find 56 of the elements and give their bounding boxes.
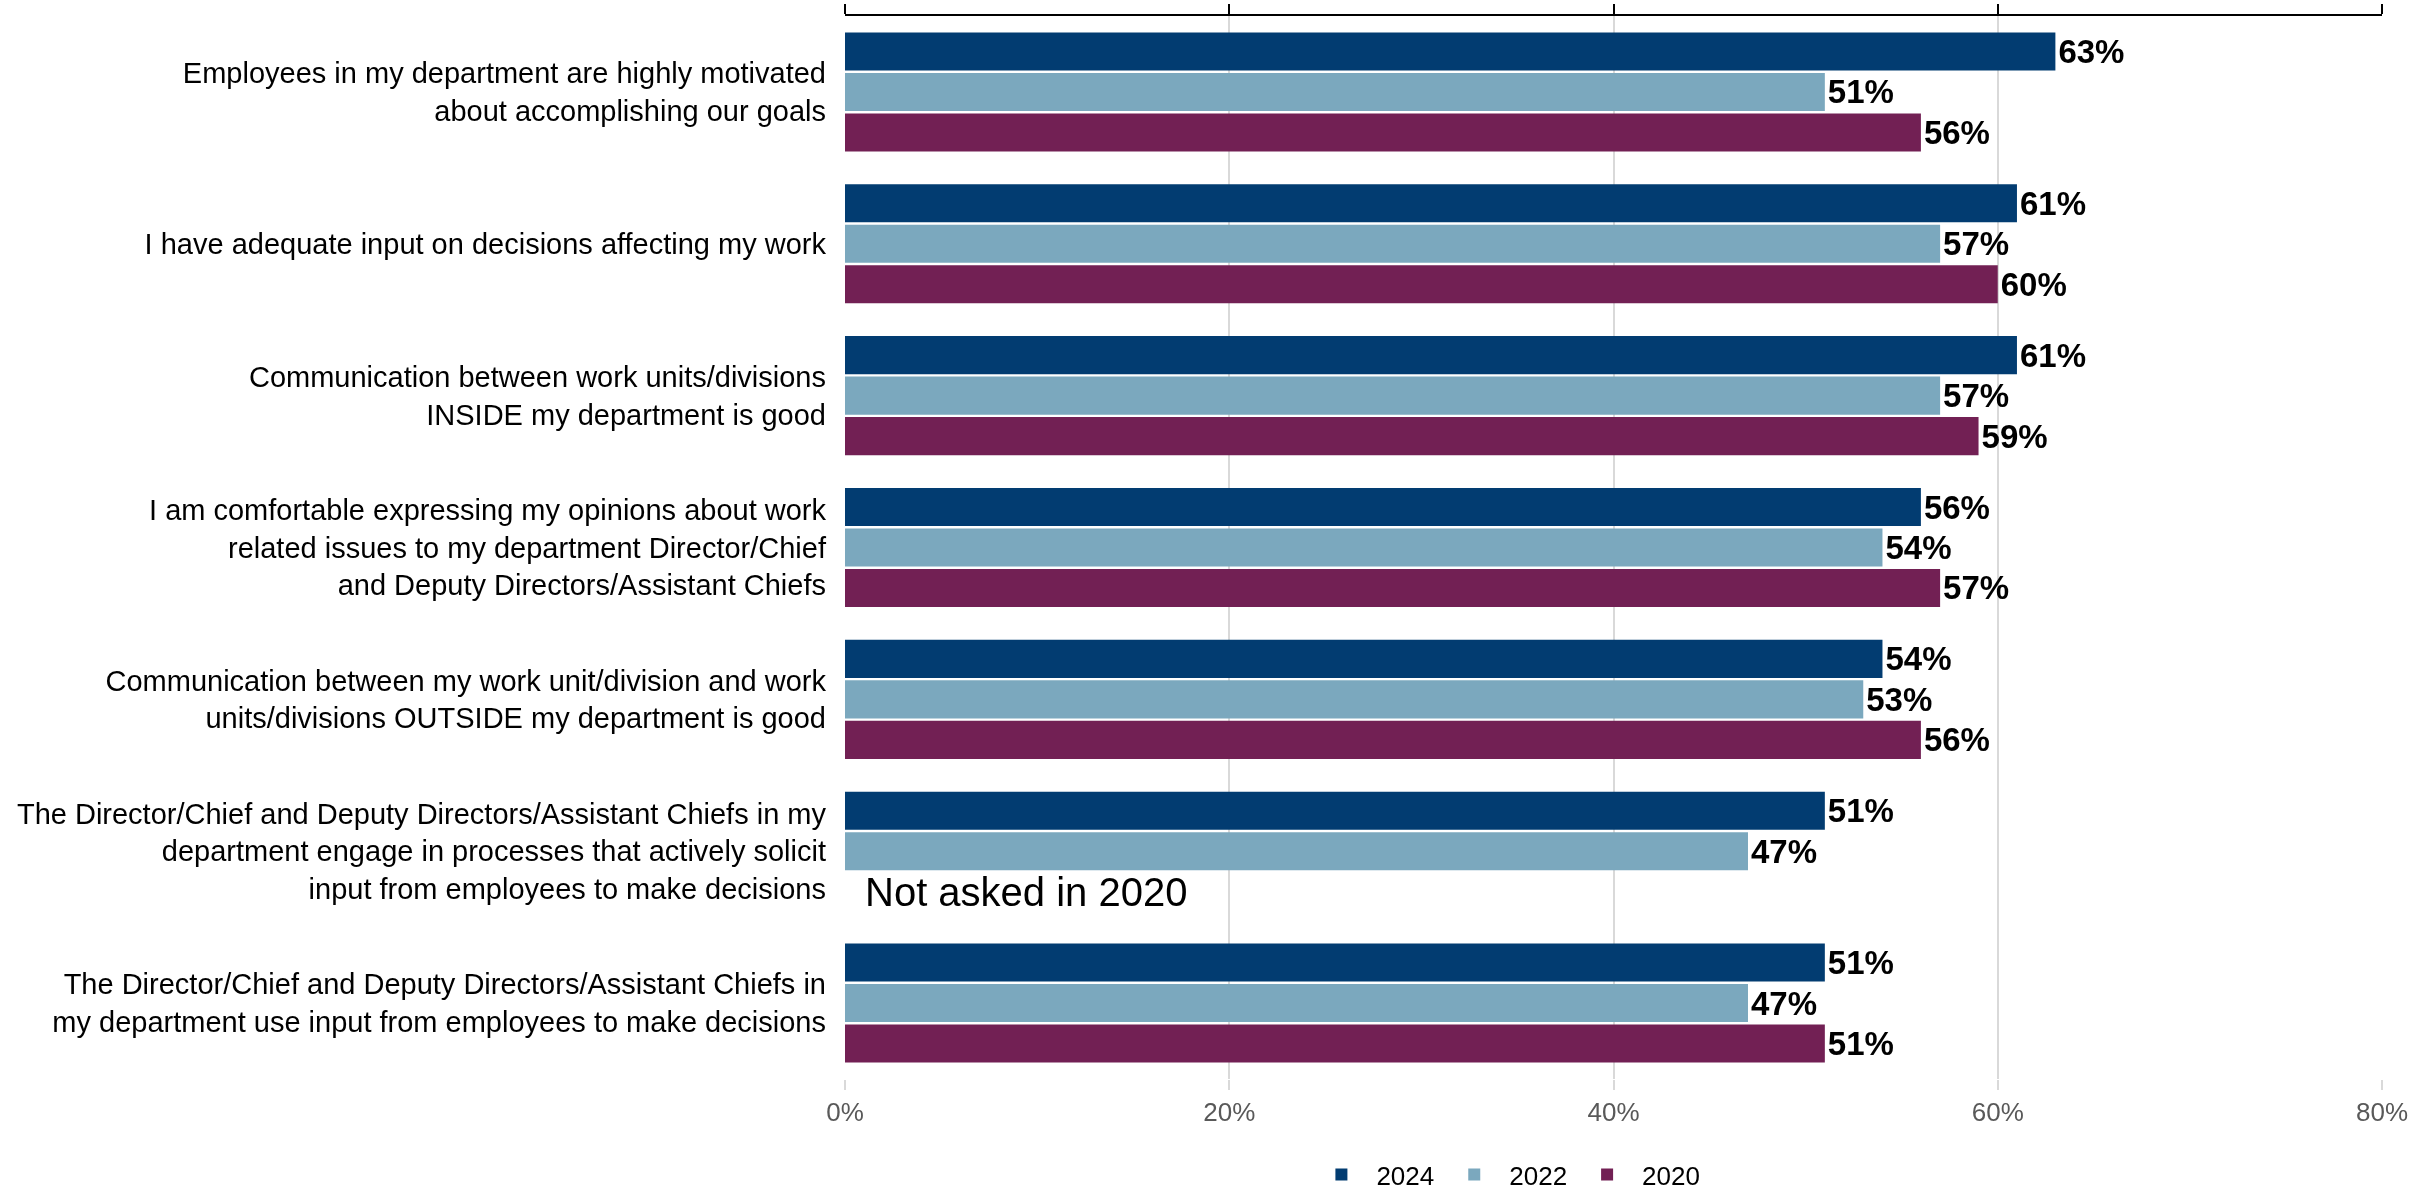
legend-label: 2024 [1376, 1160, 1435, 1191]
data-label: 61% [2019, 184, 2087, 222]
bar [845, 1024, 1825, 1063]
bar [845, 720, 1921, 759]
y-tick-label: The Director/Chief and Deputy Directors/Assistant Chiefs in my department engage in processes that actively solicit input from employees to make decisions [16, 797, 827, 906]
data-label: 59% [1981, 417, 2048, 455]
annotation: Not asked in 2020 [865, 870, 1188, 914]
bar [845, 184, 2017, 223]
bar [845, 224, 1941, 263]
data-label: 53% [1866, 680, 1933, 718]
y-tick-label: Communication between my work unit/division and work units/divisions OUTSIDE my department is good [105, 664, 827, 735]
y-tick-label: I am comfortable expressing my opinions about work related issues to my department Director/Chief and Deputy Directors/Assistant Chiefs [149, 493, 827, 602]
data-label: 57% [1943, 569, 2010, 607]
bar [845, 265, 1998, 304]
data-label: 51% [1827, 1025, 1894, 1063]
data-label: 60% [2000, 265, 2067, 303]
bar [845, 791, 1825, 830]
data-label: 56% [1923, 113, 1990, 151]
x-tick-label: 80% [2355, 1097, 2409, 1128]
x-tick-label: 60% [1971, 1097, 2024, 1128]
bar [845, 376, 1941, 415]
bar [845, 528, 1883, 567]
bar [845, 487, 1921, 527]
bar [845, 943, 1825, 982]
bar [845, 113, 1921, 152]
bar [845, 832, 1748, 871]
bar [845, 568, 1941, 608]
data-label: 57% [1943, 225, 2010, 263]
x-tick-label: 20% [1203, 1097, 1256, 1128]
bar [845, 72, 1825, 111]
data-label: 56% [1923, 721, 1990, 759]
legend-label: 2020 [1642, 1160, 1700, 1191]
bar [845, 417, 1979, 456]
data-label: 61% [2019, 336, 2087, 374]
data-label: 57% [1943, 377, 2010, 415]
y-tick-label: Communication between work units/divisions INSIDE my department is good [248, 360, 826, 431]
data-label: 56% [1923, 488, 1990, 526]
bar [845, 639, 1883, 678]
bar [845, 984, 1748, 1023]
y-tick-label: The Director/Chief and Deputy Directors/Assistant Chiefs in my department use input from employees to make decisions [52, 968, 826, 1039]
x-tick-label: 40% [1587, 1097, 1640, 1128]
legend-label: 2022 [1509, 1160, 1568, 1191]
bar [845, 680, 1864, 719]
y-tick-label: Employees in my department are highly motivated about accomplishing our goals [182, 57, 826, 127]
y-tick-label: I have adequate input on decisions affecting my work [144, 227, 827, 260]
data-label: 51% [1827, 792, 1894, 830]
data-label: 47% [1750, 984, 1818, 1022]
data-label: 51% [1827, 944, 1894, 982]
x-tick-label: 0% [826, 1097, 864, 1128]
bar [845, 336, 2017, 375]
data-label: 51% [1827, 73, 1894, 111]
data-label: 63% [2058, 32, 2125, 70]
data-label: 54% [1885, 640, 1952, 678]
bar [845, 32, 2056, 71]
data-label: 54% [1885, 529, 1952, 566]
data-label: 47% [1750, 832, 1818, 870]
